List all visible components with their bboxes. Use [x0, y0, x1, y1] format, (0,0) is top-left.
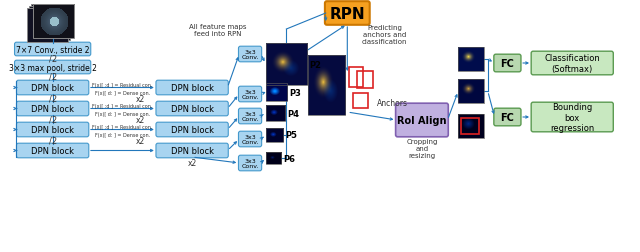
Bar	[458, 48, 484, 72]
Bar	[29, 7, 70, 41]
Text: P6: P6	[284, 154, 296, 163]
Bar	[27, 9, 68, 43]
Text: P2: P2	[309, 60, 321, 69]
Bar	[461, 118, 479, 135]
FancyBboxPatch shape	[494, 109, 521, 126]
Text: F(x)[ d: ] = Dense con.: F(x)[ d: ] = Dense con.	[95, 132, 150, 137]
Text: F(x)[ d: ] = Dense con.: F(x)[ d: ] = Dense con.	[95, 90, 150, 95]
Text: All feature maps
feed into RPN: All feature maps feed into RPN	[189, 23, 246, 36]
Text: x2: x2	[136, 136, 145, 145]
Text: DPN block: DPN block	[171, 125, 214, 135]
Text: Cropping
and
resizing: Cropping and resizing	[406, 138, 438, 158]
FancyBboxPatch shape	[239, 109, 262, 124]
Text: Predicting
anchors and
classification: Predicting anchors and classification	[362, 25, 408, 45]
Bar	[266, 152, 282, 164]
Text: /2: /2	[49, 72, 57, 81]
Text: 3x3
Conv.: 3x3 Conv.	[241, 89, 259, 100]
Text: 3x3
Conv.: 3x3 Conv.	[241, 158, 259, 169]
Text: /2: /2	[49, 54, 57, 63]
FancyBboxPatch shape	[325, 2, 370, 26]
Text: RPN: RPN	[330, 7, 365, 21]
Bar	[266, 44, 307, 86]
Bar	[266, 84, 287, 102]
Text: x2: x2	[188, 158, 196, 167]
Text: 7×7 Conv., stride 2: 7×7 Conv., stride 2	[16, 45, 90, 54]
Text: DPN block: DPN block	[31, 146, 74, 155]
Text: F(x)[ d: ] = Dense con.: F(x)[ d: ] = Dense con.	[95, 111, 150, 116]
Text: FC: FC	[500, 113, 515, 122]
Bar	[308, 56, 346, 115]
FancyBboxPatch shape	[531, 52, 613, 76]
Text: F(x)[ :d ] = Residual con.: F(x)[ :d ] = Residual con.	[92, 103, 152, 108]
Bar	[266, 129, 284, 142]
Text: 3x3
Conv.: 3x3 Conv.	[241, 49, 259, 60]
FancyBboxPatch shape	[17, 81, 89, 96]
Text: RoI Align: RoI Align	[397, 115, 447, 125]
Text: P5: P5	[285, 131, 298, 140]
FancyBboxPatch shape	[396, 104, 448, 137]
FancyBboxPatch shape	[239, 155, 262, 171]
Bar	[349, 68, 363, 88]
Text: /2: /2	[49, 115, 57, 124]
FancyBboxPatch shape	[17, 144, 89, 158]
FancyBboxPatch shape	[15, 43, 91, 57]
Bar	[458, 115, 484, 138]
Text: DPN block: DPN block	[31, 105, 74, 114]
Text: F(x)[ :d ] = Residual con.: F(x)[ :d ] = Residual con.	[92, 124, 152, 129]
Text: Classification
(Softmax): Classification (Softmax)	[545, 54, 600, 73]
Text: 3×3 max pool, stride 2: 3×3 max pool, stride 2	[9, 63, 97, 72]
FancyBboxPatch shape	[531, 103, 613, 132]
Text: 3x3
Conv.: 3x3 Conv.	[241, 134, 259, 145]
Text: x2: x2	[136, 115, 145, 124]
Text: P4: P4	[287, 109, 300, 118]
FancyBboxPatch shape	[494, 55, 521, 73]
FancyBboxPatch shape	[156, 123, 228, 137]
FancyBboxPatch shape	[156, 102, 228, 116]
Bar	[458, 80, 484, 104]
FancyBboxPatch shape	[156, 81, 228, 96]
Text: /2: /2	[49, 94, 57, 103]
Text: x2: x2	[136, 94, 145, 103]
FancyBboxPatch shape	[156, 144, 228, 158]
Text: Anchors: Anchors	[377, 98, 408, 107]
Text: DPN block: DPN block	[31, 84, 74, 93]
Text: /2: /2	[49, 136, 57, 145]
Text: 3x3
Conv.: 3x3 Conv.	[241, 111, 259, 122]
Bar	[266, 106, 285, 121]
FancyBboxPatch shape	[239, 132, 262, 147]
Text: DPN block: DPN block	[171, 84, 214, 93]
FancyBboxPatch shape	[239, 47, 262, 62]
FancyBboxPatch shape	[17, 123, 89, 137]
Bar	[33, 5, 74, 39]
Bar	[353, 94, 368, 109]
Text: F(x)[ :d ] = Residual con.: F(x)[ :d ] = Residual con.	[92, 82, 152, 87]
Text: DPN block: DPN block	[171, 146, 214, 155]
FancyBboxPatch shape	[15, 61, 91, 75]
Text: DPN block: DPN block	[31, 125, 74, 135]
Bar	[31, 5, 72, 39]
Bar	[357, 72, 373, 89]
Text: DPN block: DPN block	[171, 105, 214, 114]
FancyBboxPatch shape	[239, 87, 262, 102]
Text: FC: FC	[500, 59, 515, 69]
FancyBboxPatch shape	[17, 102, 89, 116]
Text: Bounding
box
regression: Bounding box regression	[550, 103, 595, 132]
Text: P3: P3	[289, 88, 301, 97]
